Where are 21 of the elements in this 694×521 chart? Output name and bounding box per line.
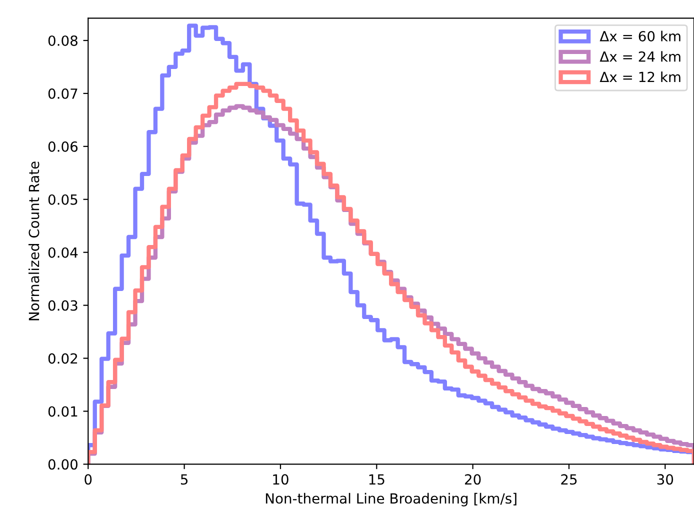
- y-axis-title: Normalized Count Rate: [28, 162, 40, 320]
- x-tick-label: 5: [180, 474, 188, 485]
- y-tick-label: 0.03: [48, 300, 78, 311]
- x-tick-label: 15: [369, 474, 384, 485]
- y-tick-label: 0.05: [48, 194, 78, 205]
- y-tick-label: 0.01: [48, 406, 78, 417]
- x-tick-label: 10: [273, 474, 288, 485]
- y-tick-label: 0.08: [48, 35, 78, 46]
- y-tick-label: 0.06: [48, 141, 78, 152]
- y-tick-label: 0.02: [48, 353, 78, 364]
- x-tick-label: 25: [561, 474, 577, 485]
- x-tick-label: 0: [84, 474, 92, 485]
- y-tick-label: 0.07: [48, 88, 78, 99]
- y-tick-label: 0.00: [48, 459, 78, 470]
- x-tick-label: 30: [657, 474, 674, 485]
- y-tick-label: 0.04: [48, 247, 78, 258]
- legend-label: Δx = 24 km: [600, 51, 680, 62]
- x-axis-title: Non-thermal Line Broadening [km/s]: [266, 492, 516, 506]
- legend-label: Δx = 60 km: [600, 30, 680, 42]
- x-tick-label: 20: [464, 474, 481, 485]
- legend-label: Δx = 12 km: [600, 72, 680, 82]
